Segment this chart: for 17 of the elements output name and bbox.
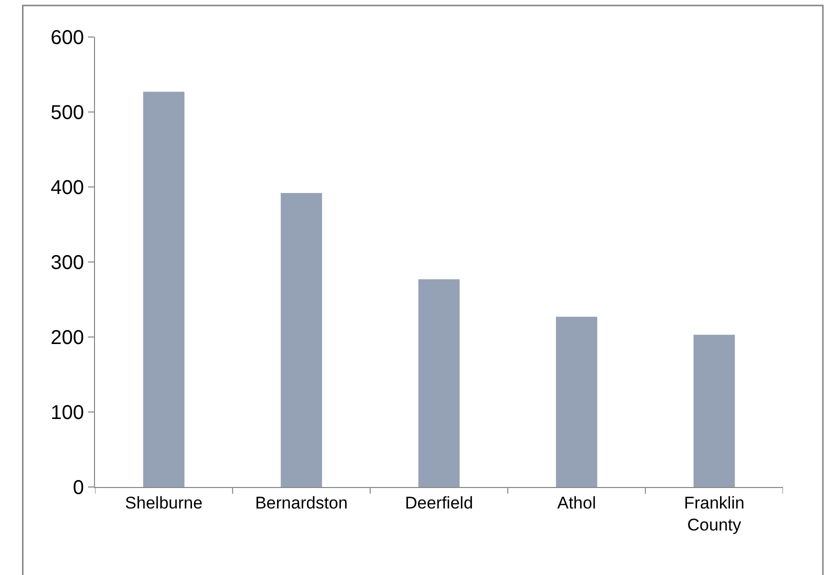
y-tick-label: 200 <box>50 327 84 349</box>
bar <box>280 193 322 487</box>
bar <box>556 316 598 487</box>
y-tick-label: 600 <box>50 27 84 49</box>
x-tick-label: Athol <box>557 493 596 512</box>
bar <box>418 279 460 487</box>
x-tick-label: Deerfield <box>404 493 474 512</box>
x-tick-label: Shelburne <box>125 493 203 512</box>
y-tick-label: 100 <box>50 402 84 424</box>
y-tick-label: 0 <box>72 477 84 499</box>
bar <box>143 92 184 487</box>
y-tick-label: 400 <box>50 177 84 199</box>
x-tick-label: Franklin County <box>684 493 744 534</box>
x-tick-label: Bernardston <box>255 493 348 512</box>
bar <box>694 334 735 487</box>
y-tick-label: 500 <box>50 102 84 124</box>
y-tick-label: 300 <box>50 252 84 274</box>
